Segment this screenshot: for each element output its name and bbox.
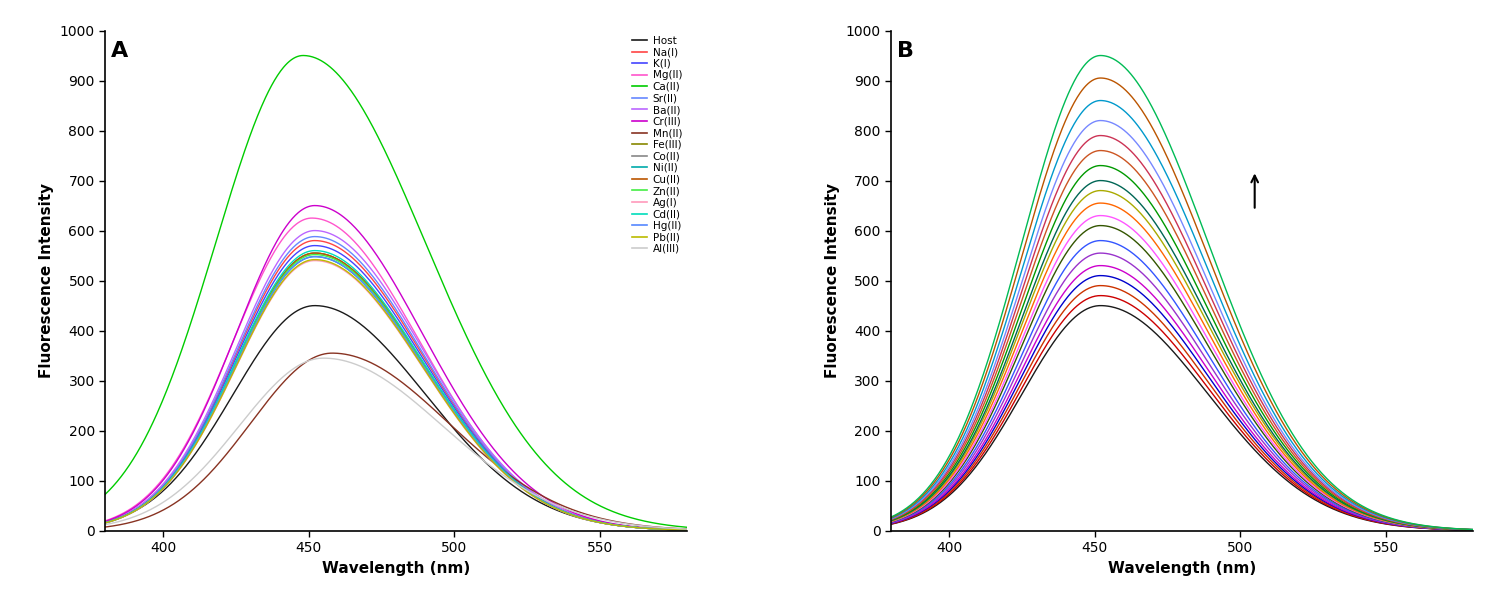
X-axis label: Wavelength (nm): Wavelength (nm) [322,561,470,576]
Text: A: A [111,40,128,60]
Legend: Host, Na(I), K(I), Mg(II), Ca(II), Sr(II), Ba(II), Cr(III), Mn(II), Fe(III), Co(: Host, Na(I), K(I), Mg(II), Ca(II), Sr(II… [631,36,682,254]
X-axis label: Wavelength (nm): Wavelength (nm) [1108,561,1257,576]
Y-axis label: Fluorescence Intensity: Fluorescence Intensity [39,183,54,378]
Y-axis label: Fluorescence Intensity: Fluorescence Intensity [825,183,840,378]
Text: B: B [897,40,914,60]
